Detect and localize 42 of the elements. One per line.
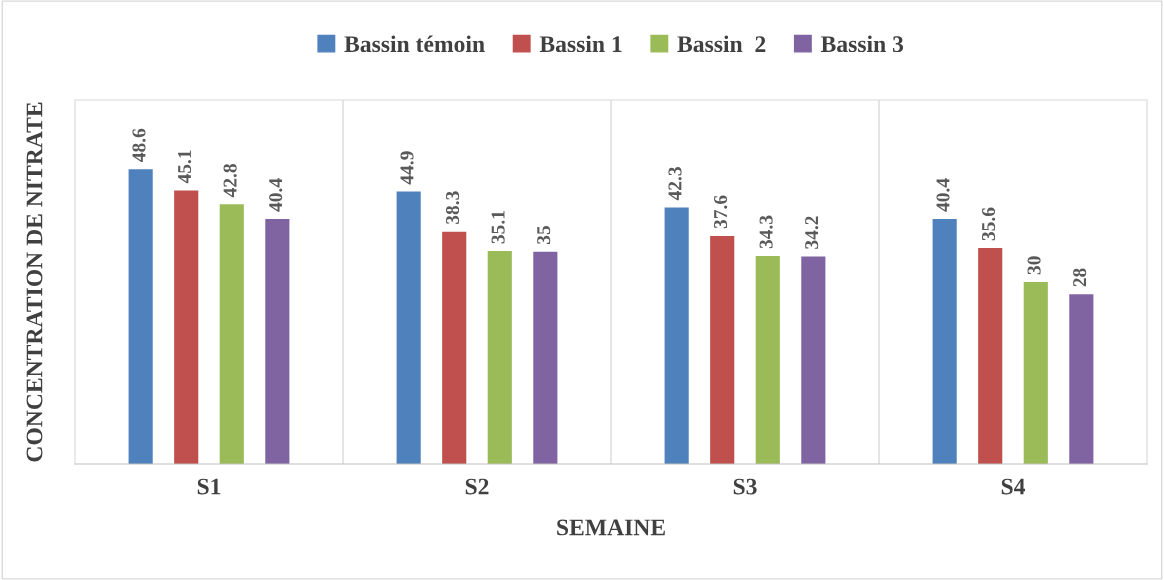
bar xyxy=(978,248,1003,464)
legend-label: Bassin 3 xyxy=(820,35,904,53)
legend-label: Bassin témoin xyxy=(344,35,485,53)
x-tick-label: S1 xyxy=(197,478,221,495)
data-label: 42.3 xyxy=(668,167,682,201)
bar xyxy=(1023,282,1048,464)
data-label: 37.6 xyxy=(714,195,728,229)
data-label: 40.4 xyxy=(936,178,950,212)
data-label: 40.4 xyxy=(269,178,283,212)
bar xyxy=(1069,294,1094,464)
x-tick-label: S3 xyxy=(733,478,757,495)
bar xyxy=(710,235,735,464)
bar xyxy=(219,204,244,464)
data-label: 34.2 xyxy=(805,216,819,249)
bar xyxy=(664,207,689,464)
data-label: 34.3 xyxy=(759,215,773,249)
x-tick-label: S2 xyxy=(465,478,489,495)
bar xyxy=(801,256,826,464)
y-axis-title: CONCENTRATION DE NITRATE xyxy=(26,102,43,462)
data-label: 44.9 xyxy=(400,151,414,185)
bar xyxy=(932,218,957,464)
data-label: 38.3 xyxy=(445,191,460,224)
data-label: 35.1 xyxy=(491,211,505,244)
x-tick-label: S4 xyxy=(1001,478,1026,495)
bar xyxy=(487,251,512,464)
bar xyxy=(396,191,421,464)
bar xyxy=(755,255,780,464)
x-axis-title: SEMAINE xyxy=(557,519,665,536)
legend-label: Bassin 2 xyxy=(677,35,766,53)
data-label: 28 xyxy=(1073,268,1087,287)
data-label: 35.6 xyxy=(982,207,996,241)
bar xyxy=(265,218,290,464)
bar xyxy=(128,169,153,464)
data-label: 30 xyxy=(1027,256,1041,275)
bar xyxy=(533,251,558,464)
data-label: 45.1 xyxy=(178,150,192,184)
data-label: 48.6 xyxy=(132,128,146,162)
data-label: 35 xyxy=(537,225,551,244)
legend-label: Bassin 1 xyxy=(539,35,622,53)
bar xyxy=(442,231,467,464)
data-label: 42.8 xyxy=(223,164,237,198)
bar xyxy=(174,190,199,464)
